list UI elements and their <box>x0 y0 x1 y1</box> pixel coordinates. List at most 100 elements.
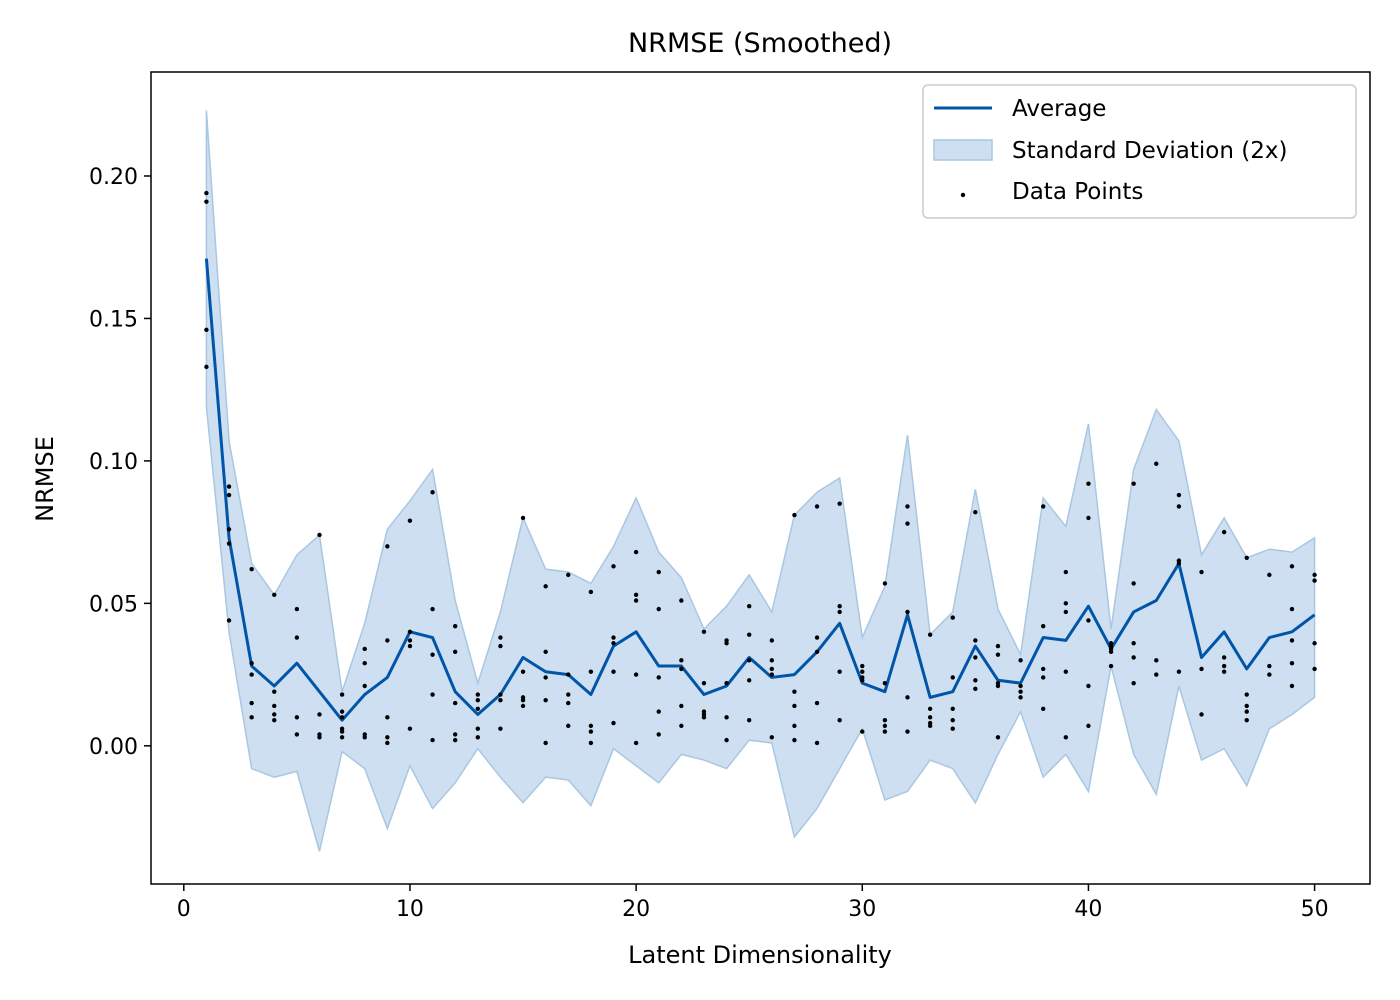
data-point <box>679 666 684 672</box>
data-point <box>475 706 480 711</box>
data-point <box>950 675 955 680</box>
data-point <box>724 641 729 646</box>
data-point <box>1063 569 1069 575</box>
data-point <box>769 666 775 672</box>
plot-frame <box>150 71 1371 885</box>
chart-title: NRMSE (Smoothed) <box>628 28 892 59</box>
data-point <box>1267 672 1272 677</box>
data-point <box>814 504 820 509</box>
data-point <box>385 638 390 643</box>
data-point <box>1041 706 1046 711</box>
data-point <box>746 658 752 663</box>
data-point <box>995 735 1001 740</box>
data-point <box>1063 735 1069 740</box>
data-point <box>294 635 300 640</box>
data-point <box>1244 692 1249 697</box>
data-point <box>407 638 413 643</box>
data-point <box>1018 658 1023 663</box>
data-point <box>1086 481 1091 486</box>
data-point <box>588 669 594 674</box>
data-point <box>543 740 548 746</box>
data-point <box>611 635 616 640</box>
data-point <box>272 712 277 717</box>
data-point <box>317 532 322 538</box>
data-point <box>385 740 390 746</box>
data-point <box>272 592 277 598</box>
data-point <box>950 717 955 723</box>
data-point <box>452 649 458 654</box>
data-point <box>746 632 752 637</box>
data-point <box>226 484 232 489</box>
data-point <box>407 629 413 635</box>
data-point <box>317 712 322 717</box>
data-point <box>701 680 707 686</box>
data-point <box>1086 618 1091 623</box>
data-point <box>633 740 639 746</box>
data-point <box>837 501 842 506</box>
data-point <box>475 735 480 740</box>
data-point <box>294 715 300 720</box>
data-point <box>1221 663 1227 669</box>
data-point <box>588 740 594 746</box>
data-point <box>1041 675 1046 680</box>
data-point <box>746 717 752 723</box>
data-point <box>656 732 661 737</box>
data-point <box>905 695 910 700</box>
legend-point-swatch <box>960 192 966 198</box>
data-point <box>385 544 390 549</box>
data-point <box>362 735 367 740</box>
x-tick-label: 50 <box>1301 897 1329 922</box>
data-point <box>498 692 503 697</box>
data-point <box>1086 723 1091 729</box>
data-point <box>769 638 775 643</box>
data-point <box>294 732 300 737</box>
data-point <box>837 669 842 674</box>
data-point <box>1312 572 1317 578</box>
data-point <box>1289 564 1295 569</box>
data-point <box>204 364 209 370</box>
data-point <box>927 632 933 637</box>
data-point <box>1244 709 1249 714</box>
data-point <box>1221 669 1227 674</box>
y-tick-label: 0.00 <box>89 735 138 760</box>
average-line <box>204 258 1316 722</box>
data-point <box>1041 504 1046 509</box>
data-point <box>520 703 526 709</box>
data-point <box>249 672 254 677</box>
data-point <box>1131 481 1136 486</box>
y-axis: 0.00 0.05 0.10 0.15 0.20 <box>89 165 151 760</box>
data-point <box>860 669 865 674</box>
data-point <box>385 735 390 740</box>
data-point <box>588 729 594 734</box>
data-point <box>950 726 955 731</box>
legend-box <box>922 84 1357 219</box>
data-point <box>792 723 797 729</box>
y-tick-label: 0.20 <box>89 165 138 190</box>
data-point <box>452 623 458 629</box>
data-point <box>475 692 480 697</box>
data-point <box>1154 658 1159 663</box>
data-point <box>339 715 345 720</box>
data-point <box>1154 672 1159 677</box>
data-point <box>1176 669 1182 674</box>
data-point <box>905 609 910 615</box>
data-point <box>430 652 435 657</box>
std-deviation-band <box>205 110 1316 852</box>
plot-area <box>204 110 1317 852</box>
data-point <box>679 703 684 709</box>
data-point <box>633 549 639 555</box>
average-line-layer <box>204 258 1316 722</box>
data-point <box>882 680 888 686</box>
data-point <box>566 672 571 677</box>
data-point <box>272 703 277 709</box>
legend-band-swatch <box>933 139 993 161</box>
data-point <box>792 737 797 743</box>
data-point <box>339 729 345 734</box>
legend: Average Standard Deviation (2x) Data Point… <box>922 84 1357 219</box>
data-point <box>1018 683 1023 689</box>
data-point <box>1041 666 1046 672</box>
data-point <box>679 723 684 729</box>
data-point <box>1289 606 1295 612</box>
data-point <box>611 641 616 646</box>
x-tick-label: 30 <box>848 897 876 922</box>
